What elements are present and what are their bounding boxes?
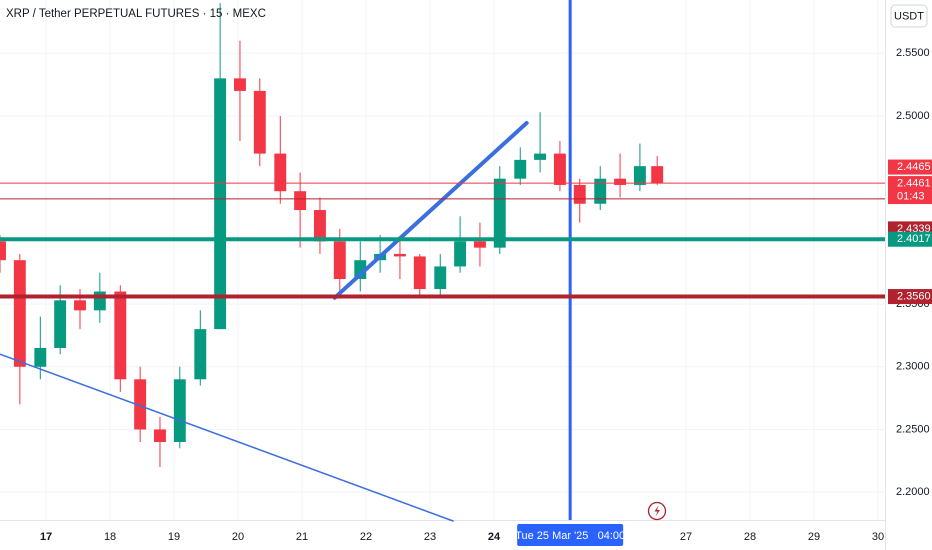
candle-body xyxy=(354,260,367,279)
candle-body xyxy=(93,291,106,311)
x-tick-label: 27 xyxy=(680,531,692,543)
candle-body xyxy=(0,241,6,261)
candle-body xyxy=(493,178,506,248)
x-tick-label: 30 xyxy=(872,531,884,543)
price-label: 2.3560 xyxy=(897,290,931,302)
x-tick-label: 19 xyxy=(168,531,180,543)
price-label: 2.4461 xyxy=(897,177,931,189)
chart-title: XRP / Tether PERPETUAL FUTURES · 15 · ME… xyxy=(6,8,266,20)
countdown-label: 01:43 xyxy=(897,190,925,202)
x-tick-label: 29 xyxy=(808,531,820,543)
x-tick-label: 23 xyxy=(424,531,436,543)
trend-line xyxy=(332,121,529,300)
candle-body xyxy=(434,266,447,290)
candle-body xyxy=(534,153,547,160)
x-tick-label: 18 xyxy=(104,531,116,543)
candle-body xyxy=(333,241,346,279)
price-label: 2.4017 xyxy=(897,233,931,245)
crosshair-label-bg xyxy=(517,524,624,546)
candle-body xyxy=(274,153,287,192)
candle-body xyxy=(473,241,486,248)
y-tick-label: 2.3000 xyxy=(896,361,930,373)
candle-body xyxy=(253,90,266,154)
x-tick-label: 28 xyxy=(744,531,756,543)
currency-label[interactable]: USDT xyxy=(894,10,924,22)
candle-body xyxy=(393,253,406,257)
candle-body xyxy=(314,210,326,242)
candle-body xyxy=(514,159,527,179)
y-tick-label: 2.2500 xyxy=(896,423,930,435)
plot xyxy=(0,3,664,468)
x-tick-label: 22 xyxy=(360,531,372,543)
candle-body xyxy=(194,329,207,380)
price-label-bg xyxy=(888,159,932,175)
price-label-bg xyxy=(888,289,932,305)
candle-body xyxy=(553,153,566,185)
candle-body xyxy=(74,300,86,311)
candle-body xyxy=(34,347,47,367)
candle-body xyxy=(13,260,26,367)
trend-line xyxy=(0,353,454,522)
candle-body xyxy=(154,429,166,443)
candle-body xyxy=(54,300,67,348)
x-tick-label: 24 xyxy=(488,531,501,543)
x-tick-label: 20 xyxy=(232,531,244,543)
candle-body xyxy=(594,178,607,204)
candle-body xyxy=(114,291,127,380)
grid xyxy=(0,0,885,520)
candle-body xyxy=(294,191,307,211)
candle-body xyxy=(651,166,664,184)
candle-body xyxy=(413,256,426,290)
crosshair-label: Tue 25 Mar '25 04:00 xyxy=(515,530,625,542)
y-tick-label: 2.2000 xyxy=(896,486,930,498)
y-tick-label: 2.5500 xyxy=(896,47,930,59)
candle-body xyxy=(614,178,627,185)
candle-body xyxy=(454,241,467,267)
price-label: 2.4465 xyxy=(897,161,931,173)
currency-button[interactable] xyxy=(890,4,928,28)
price-label-bg xyxy=(888,231,932,247)
price-label-bg xyxy=(888,176,932,205)
candle-body xyxy=(173,379,186,443)
candle-body xyxy=(134,379,147,430)
x-tick-label: 21 xyxy=(296,531,308,543)
candle-body xyxy=(633,166,646,185)
y-tick-label: 2.5000 xyxy=(896,110,930,122)
candle-body xyxy=(234,78,246,91)
lightning-icon[interactable] xyxy=(647,501,667,521)
candle-body xyxy=(573,184,586,204)
x-tick-label: 17 xyxy=(40,531,52,543)
candle-body xyxy=(214,78,227,330)
